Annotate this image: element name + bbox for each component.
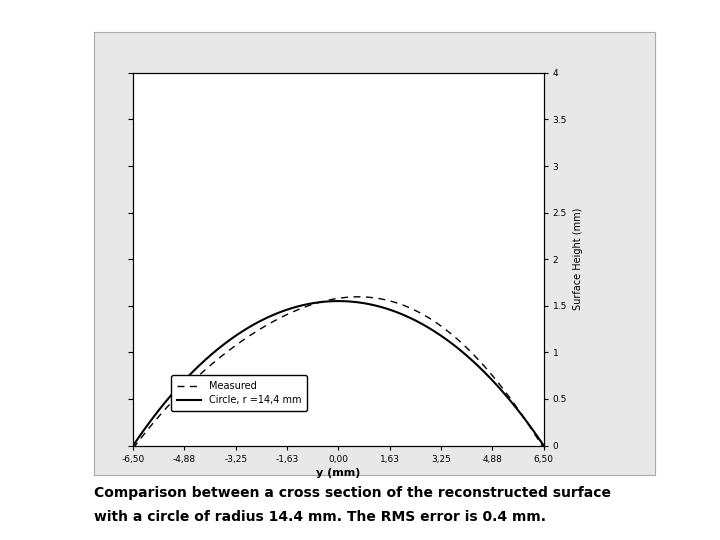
Measured	[318, 299, 326, 305]
Line: Measured: Measured	[133, 297, 544, 448]
Text: with a circle of radius 14.4 mm. The RMS error is 0.4 mm.: with a circle of radius 14.4 mm. The RMS…	[94, 510, 546, 524]
Text: Comparison between a cross section of the reconstructed surface: Comparison between a cross section of th…	[94, 486, 611, 500]
Circle, r =14,4 mm	[150, 413, 158, 420]
Legend: Measured, Circle, r =14,4 mm: Measured, Circle, r =14,4 mm	[171, 375, 307, 411]
Circle, r =14,4 mm	[539, 442, 548, 449]
Circle, r =14,4 mm	[527, 425, 536, 431]
Circle, r =14,4 mm	[334, 298, 343, 305]
Line: Circle, r =14,4 mm: Circle, r =14,4 mm	[133, 301, 544, 446]
Circle, r =14,4 mm	[528, 426, 536, 432]
Measured	[150, 418, 158, 425]
Measured	[452, 335, 461, 342]
Measured	[328, 296, 337, 302]
Measured	[527, 426, 536, 433]
Measured	[354, 294, 363, 300]
Measured	[528, 427, 536, 433]
Circle, r =14,4 mm	[328, 298, 337, 305]
Circle, r =14,4 mm	[452, 344, 461, 350]
X-axis label: y (mm): y (mm)	[316, 468, 361, 478]
Y-axis label: Surface Height (mm): Surface Height (mm)	[572, 208, 582, 310]
Measured	[129, 445, 138, 451]
Circle, r =14,4 mm	[318, 299, 326, 305]
Measured	[539, 445, 548, 451]
Circle, r =14,4 mm	[129, 442, 138, 449]
